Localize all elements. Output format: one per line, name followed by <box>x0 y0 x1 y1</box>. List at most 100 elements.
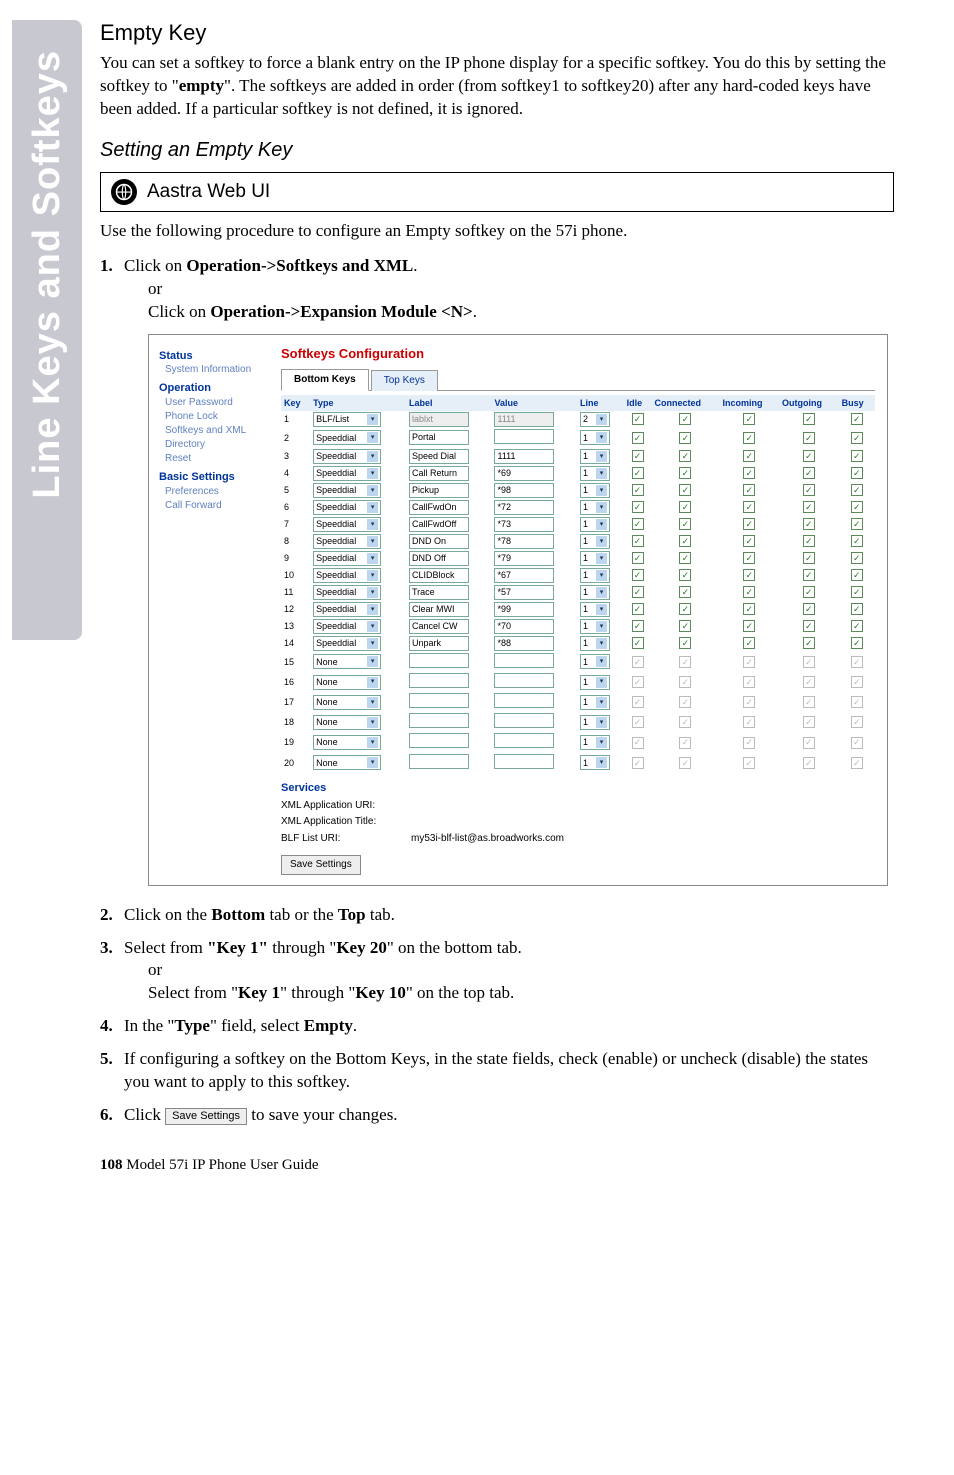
incoming-checkbox[interactable]: ✓ <box>743 450 755 462</box>
incoming-checkbox[interactable]: ✓ <box>743 501 755 513</box>
incoming-checkbox[interactable]: ✓ <box>743 432 755 444</box>
value-input[interactable]: *69 <box>494 466 554 481</box>
label-input[interactable]: Portal <box>409 430 469 445</box>
line-select[interactable]: 1▾ <box>580 675 610 690</box>
idle-checkbox[interactable]: ✓ <box>632 552 644 564</box>
type-select[interactable]: Speeddial▾ <box>313 517 381 532</box>
outgoing-checkbox[interactable]: ✓ <box>803 603 815 615</box>
label-input[interactable]: CallFwdOn <box>409 500 469 515</box>
outgoing-checkbox[interactable]: ✓ <box>803 586 815 598</box>
idle-checkbox[interactable]: ✓ <box>632 484 644 496</box>
incoming-checkbox[interactable]: ✓ <box>743 637 755 649</box>
incoming-checkbox[interactable]: ✓ <box>743 413 755 425</box>
type-select[interactable]: None▾ <box>313 654 381 669</box>
type-select[interactable]: Speeddial▾ <box>313 500 381 515</box>
connected-checkbox[interactable]: ✓ <box>679 552 691 564</box>
incoming-checkbox[interactable]: ✓ <box>743 552 755 564</box>
label-input[interactable] <box>409 754 469 769</box>
type-select[interactable]: Speeddial▾ <box>313 551 381 566</box>
idle-checkbox[interactable]: ✓ <box>632 518 644 530</box>
label-input[interactable] <box>409 693 469 708</box>
idle-checkbox[interactable]: ✓ <box>632 569 644 581</box>
line-select[interactable]: 1▾ <box>580 517 610 532</box>
value-input[interactable]: *72 <box>494 500 554 515</box>
incoming-checkbox[interactable]: ✓ <box>743 535 755 547</box>
idle-checkbox[interactable]: ✓ <box>632 637 644 649</box>
outgoing-checkbox[interactable]: ✓ <box>803 637 815 649</box>
incoming-checkbox[interactable]: ✓ <box>743 518 755 530</box>
busy-checkbox[interactable]: ✓ <box>851 432 863 444</box>
connected-checkbox[interactable]: ✓ <box>679 432 691 444</box>
label-input[interactable] <box>409 733 469 748</box>
line-select[interactable]: 1▾ <box>580 568 610 583</box>
label-input[interactable]: DND On <box>409 534 469 549</box>
busy-checkbox[interactable]: ✓ <box>851 603 863 615</box>
busy-checkbox[interactable]: ✓ <box>851 467 863 479</box>
idle-checkbox[interactable]: ✓ <box>632 450 644 462</box>
nav-sysinfo[interactable]: System Information <box>159 363 269 377</box>
nav-softkeys[interactable]: Softkeys and XML <box>159 424 269 438</box>
type-select[interactable]: BLF/List▾ <box>313 412 381 427</box>
outgoing-checkbox[interactable]: ✓ <box>803 467 815 479</box>
value-input[interactable]: 1111 <box>494 449 554 464</box>
label-input[interactable]: CallFwdOff <box>409 517 469 532</box>
value-input[interactable] <box>494 733 554 748</box>
value-input[interactable] <box>494 673 554 688</box>
label-input[interactable]: Call Return <box>409 466 469 481</box>
label-input[interactable]: CLIDBlock <box>409 568 469 583</box>
line-select[interactable]: 1▾ <box>580 430 610 445</box>
type-select[interactable]: Speeddial▾ <box>313 619 381 634</box>
line-select[interactable]: 1▾ <box>580 466 610 481</box>
idle-checkbox[interactable]: ✓ <box>632 501 644 513</box>
label-input[interactable] <box>409 673 469 688</box>
outgoing-checkbox[interactable]: ✓ <box>803 484 815 496</box>
outgoing-checkbox[interactable]: ✓ <box>803 620 815 632</box>
type-select[interactable]: None▾ <box>313 695 381 710</box>
type-select[interactable]: Speeddial▾ <box>313 534 381 549</box>
value-input[interactable]: *67 <box>494 568 554 583</box>
label-input[interactable]: Cancel CW <box>409 619 469 634</box>
line-select[interactable]: 1▾ <box>580 500 610 515</box>
label-input[interactable]: Clear MWI <box>409 602 469 617</box>
busy-checkbox[interactable]: ✓ <box>851 484 863 496</box>
outgoing-checkbox[interactable]: ✓ <box>803 569 815 581</box>
outgoing-checkbox[interactable]: ✓ <box>803 413 815 425</box>
type-select[interactable]: Speeddial▾ <box>313 430 381 445</box>
type-select[interactable]: Speeddial▾ <box>313 466 381 481</box>
idle-checkbox[interactable]: ✓ <box>632 586 644 598</box>
value-input[interactable]: *88 <box>494 636 554 651</box>
incoming-checkbox[interactable]: ✓ <box>743 620 755 632</box>
type-select[interactable]: None▾ <box>313 675 381 690</box>
line-select[interactable]: 1▾ <box>580 534 610 549</box>
idle-checkbox[interactable]: ✓ <box>632 535 644 547</box>
connected-checkbox[interactable]: ✓ <box>679 535 691 547</box>
type-select[interactable]: Speeddial▾ <box>313 568 381 583</box>
busy-checkbox[interactable]: ✓ <box>851 501 863 513</box>
value-input[interactable] <box>494 653 554 668</box>
type-select[interactable]: None▾ <box>313 755 381 770</box>
nav-userpw[interactable]: User Password <box>159 396 269 410</box>
tab-top-keys[interactable]: Top Keys <box>371 370 438 391</box>
incoming-checkbox[interactable]: ✓ <box>743 586 755 598</box>
nav-reset[interactable]: Reset <box>159 452 269 466</box>
save-settings-button[interactable]: Save Settings <box>281 855 361 875</box>
outgoing-checkbox[interactable]: ✓ <box>803 501 815 513</box>
value-input[interactable]: *99 <box>494 602 554 617</box>
busy-checkbox[interactable]: ✓ <box>851 569 863 581</box>
connected-checkbox[interactable]: ✓ <box>679 413 691 425</box>
label-input[interactable]: Speed Dial <box>409 449 469 464</box>
line-select[interactable]: 1▾ <box>580 715 610 730</box>
connected-checkbox[interactable]: ✓ <box>679 484 691 496</box>
connected-checkbox[interactable]: ✓ <box>679 637 691 649</box>
busy-checkbox[interactable]: ✓ <box>851 535 863 547</box>
type-select[interactable]: None▾ <box>313 735 381 750</box>
outgoing-checkbox[interactable]: ✓ <box>803 552 815 564</box>
tab-bottom-keys[interactable]: Bottom Keys <box>281 369 369 391</box>
idle-checkbox[interactable]: ✓ <box>632 603 644 615</box>
line-select[interactable]: 1▾ <box>580 449 610 464</box>
value-input[interactable]: *98 <box>494 483 554 498</box>
busy-checkbox[interactable]: ✓ <box>851 586 863 598</box>
type-select[interactable]: Speeddial▾ <box>313 585 381 600</box>
line-select[interactable]: 1▾ <box>580 619 610 634</box>
connected-checkbox[interactable]: ✓ <box>679 501 691 513</box>
